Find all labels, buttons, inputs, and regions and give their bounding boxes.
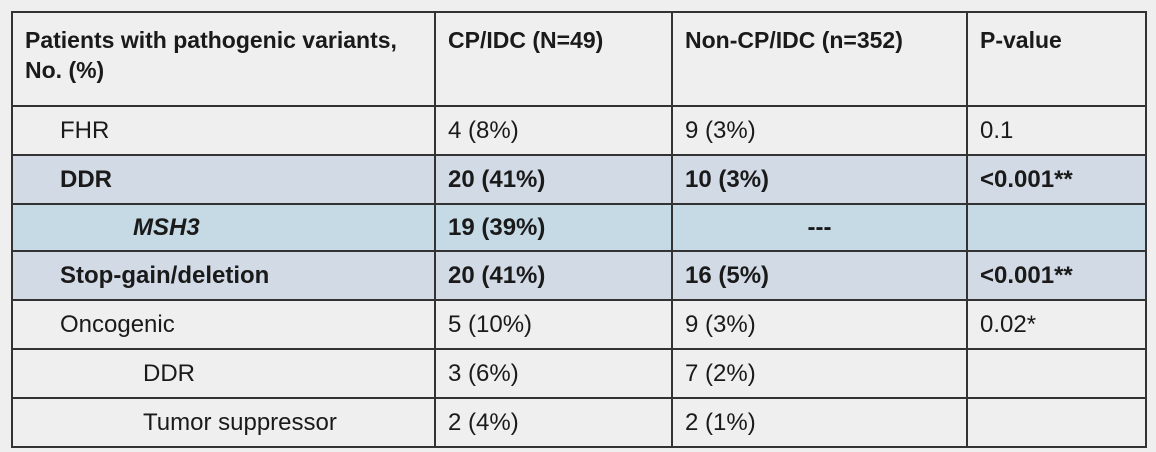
non-cp-idc-value: 9 (3%) bbox=[671, 105, 968, 156]
pathogenic-variants-table: Patients with pathogenic variants, No. (… bbox=[11, 11, 1147, 448]
non-cp-idc-value: 16 (5%) bbox=[671, 250, 968, 301]
table-row-oncogenic-ddr: DDR 3 (6%) 7 (2%) bbox=[11, 348, 1147, 399]
row-label: MSH3 bbox=[11, 203, 436, 252]
non-cp-idc-value: --- bbox=[671, 203, 968, 252]
cp-idc-value: 5 (10%) bbox=[434, 299, 673, 350]
cp-idc-value: 3 (6%) bbox=[434, 348, 673, 399]
table-row-oncogenic: Oncogenic 5 (10%) 9 (3%) 0.02* bbox=[11, 299, 1147, 350]
non-cp-idc-value: 2 (1%) bbox=[671, 397, 968, 448]
cp-idc-value: 4 (8%) bbox=[434, 105, 673, 156]
table-row-msh3: MSH3 19 (39%) --- bbox=[11, 203, 1147, 252]
header-p-value: P-value bbox=[966, 11, 1147, 107]
p-value: 0.1 bbox=[966, 105, 1147, 156]
p-value bbox=[966, 348, 1147, 399]
cp-idc-value: 20 (41%) bbox=[434, 250, 673, 301]
p-value bbox=[966, 203, 1147, 252]
p-value: <0.001** bbox=[966, 250, 1147, 301]
table-row-ddr: DDR 20 (41%) 10 (3%) <0.001** bbox=[11, 154, 1147, 205]
row-label: Stop-gain/deletion bbox=[11, 250, 436, 301]
cp-idc-value: 20 (41%) bbox=[434, 154, 673, 205]
header-non-cp-idc: Non-CP/IDC (n=352) bbox=[671, 11, 968, 107]
cp-idc-value: 19 (39%) bbox=[434, 203, 673, 252]
table-row-stop-gain: Stop-gain/deletion 20 (41%) 16 (5%) <0.0… bbox=[11, 250, 1147, 301]
row-label: DDR bbox=[11, 348, 436, 399]
non-cp-idc-value: 10 (3%) bbox=[671, 154, 968, 205]
non-cp-idc-value: 7 (2%) bbox=[671, 348, 968, 399]
table-row-fhr: FHR 4 (8%) 9 (3%) 0.1 bbox=[11, 105, 1147, 156]
p-value bbox=[966, 397, 1147, 448]
table-row-tumor-suppressor: Tumor suppressor 2 (4%) 2 (1%) bbox=[11, 397, 1147, 448]
p-value: 0.02* bbox=[966, 299, 1147, 350]
row-label: FHR bbox=[11, 105, 436, 156]
table-header-row: Patients with pathogenic variants, No. (… bbox=[11, 11, 1147, 107]
header-cp-idc: CP/IDC (N=49) bbox=[434, 11, 673, 107]
p-value: <0.001** bbox=[966, 154, 1147, 205]
cp-idc-value: 2 (4%) bbox=[434, 397, 673, 448]
non-cp-idc-value: 9 (3%) bbox=[671, 299, 968, 350]
header-patients: Patients with pathogenic variants, No. (… bbox=[11, 11, 436, 107]
row-label: Oncogenic bbox=[11, 299, 436, 350]
row-label: DDR bbox=[11, 154, 436, 205]
row-label: Tumor suppressor bbox=[11, 397, 436, 448]
